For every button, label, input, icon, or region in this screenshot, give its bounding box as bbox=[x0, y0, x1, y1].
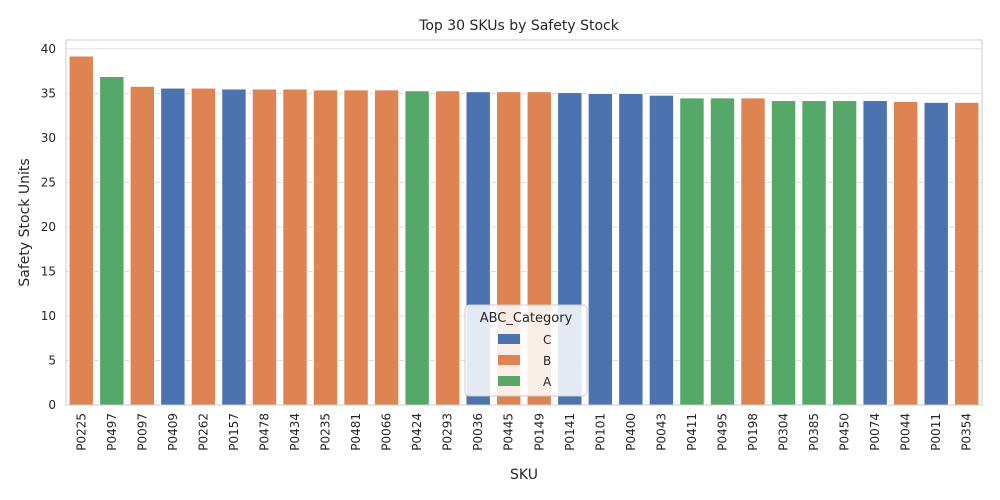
x-tick-label: P0424 bbox=[410, 413, 424, 451]
x-tick-label: P0262 bbox=[196, 413, 210, 451]
legend-label: C bbox=[543, 333, 551, 347]
bar bbox=[251, 88, 278, 406]
bar bbox=[221, 88, 247, 406]
bar bbox=[129, 85, 156, 406]
x-tick-label: P0354 bbox=[960, 413, 974, 451]
bar bbox=[343, 89, 369, 406]
y-tick-label: 10 bbox=[41, 309, 56, 323]
x-tick-label: P0450 bbox=[838, 413, 852, 451]
y-tick-label: 35 bbox=[41, 86, 56, 100]
legend-title: ABC_Category bbox=[480, 311, 573, 326]
legend-swatch bbox=[498, 334, 520, 344]
grid-lines bbox=[66, 48, 982, 406]
bar bbox=[282, 88, 308, 406]
bar bbox=[740, 97, 766, 406]
y-tick-label: 30 bbox=[41, 131, 56, 145]
x-tick-label: P0495 bbox=[715, 413, 729, 451]
x-tick-label: P0409 bbox=[166, 413, 180, 451]
x-tick-label: P0385 bbox=[807, 413, 821, 451]
bar bbox=[770, 100, 797, 406]
x-tick-label: P0036 bbox=[471, 413, 485, 451]
bar bbox=[954, 101, 980, 406]
x-tick-label: P0411 bbox=[685, 413, 699, 451]
y-tick-label: 40 bbox=[41, 42, 56, 56]
x-axis-label: SKU bbox=[510, 467, 538, 483]
bar bbox=[373, 89, 400, 406]
x-tick-labels: P0225 P0497 P0097 P0409 P0262 P0157 P0478 P0434… bbox=[74, 413, 973, 451]
plot-frame bbox=[65, 39, 983, 406]
x-tick-label: P0074 bbox=[868, 413, 882, 451]
legend-swatch bbox=[498, 376, 520, 386]
chart-title: Top 30 SKUs by Safety Stock bbox=[418, 18, 620, 34]
x-tick-label: P0235 bbox=[319, 413, 333, 451]
y-axis-label: Safety Stock Units bbox=[17, 158, 33, 286]
x-tick-label: P0225 bbox=[74, 413, 88, 451]
legend-box bbox=[464, 304, 588, 397]
bar bbox=[618, 92, 644, 406]
bar bbox=[709, 97, 736, 406]
y-tick-label: 15 bbox=[41, 264, 56, 278]
y-tick-label: 25 bbox=[41, 175, 56, 189]
x-tick-label: P0445 bbox=[502, 413, 516, 451]
bar bbox=[679, 97, 705, 406]
legend-label: B bbox=[543, 354, 551, 368]
x-tick-label: P0157 bbox=[227, 413, 241, 451]
bar bbox=[190, 87, 217, 406]
y-tick-labels: 0 5 10 15 20 25 30 35 40 bbox=[41, 42, 56, 412]
bar bbox=[99, 76, 125, 406]
bar bbox=[160, 87, 186, 406]
bar bbox=[312, 89, 339, 406]
x-tick-label: P0011 bbox=[929, 413, 943, 451]
x-tick-label: P0434 bbox=[288, 413, 302, 451]
x-tick-label: P0149 bbox=[532, 413, 546, 451]
y-tick-label: 0 bbox=[48, 398, 56, 412]
x-tick-label: P0097 bbox=[135, 413, 149, 451]
x-tick-label: P0044 bbox=[899, 413, 913, 451]
y-tick-label: 20 bbox=[41, 220, 56, 234]
x-tick-label: P0198 bbox=[746, 413, 760, 451]
x-tick-label: P0497 bbox=[105, 413, 119, 451]
x-tick-label: P0141 bbox=[563, 413, 577, 451]
bar bbox=[434, 90, 461, 406]
bar bbox=[892, 100, 919, 406]
x-tick-label: P0478 bbox=[257, 413, 271, 451]
y-tick-label: 5 bbox=[48, 353, 56, 367]
bar bbox=[587, 92, 614, 406]
x-tick-label: P0293 bbox=[441, 413, 455, 451]
bars bbox=[68, 55, 980, 406]
x-tick-label: P0481 bbox=[349, 413, 363, 451]
bar bbox=[404, 90, 430, 406]
x-tick-label: P0101 bbox=[593, 413, 607, 451]
bar bbox=[801, 100, 827, 406]
legend: ABC_Category CBA bbox=[464, 304, 588, 397]
x-tick-label: P0304 bbox=[777, 413, 791, 451]
legend-label: A bbox=[543, 375, 552, 389]
bar bbox=[68, 55, 94, 406]
bar bbox=[648, 94, 675, 406]
x-tick-label: P0043 bbox=[654, 413, 668, 451]
bar bbox=[923, 101, 949, 406]
bar bbox=[831, 100, 858, 406]
bar bbox=[862, 100, 888, 406]
x-tick-label: P0400 bbox=[624, 413, 638, 451]
x-tick-label: P0066 bbox=[380, 413, 394, 451]
legend-swatch bbox=[498, 355, 520, 365]
